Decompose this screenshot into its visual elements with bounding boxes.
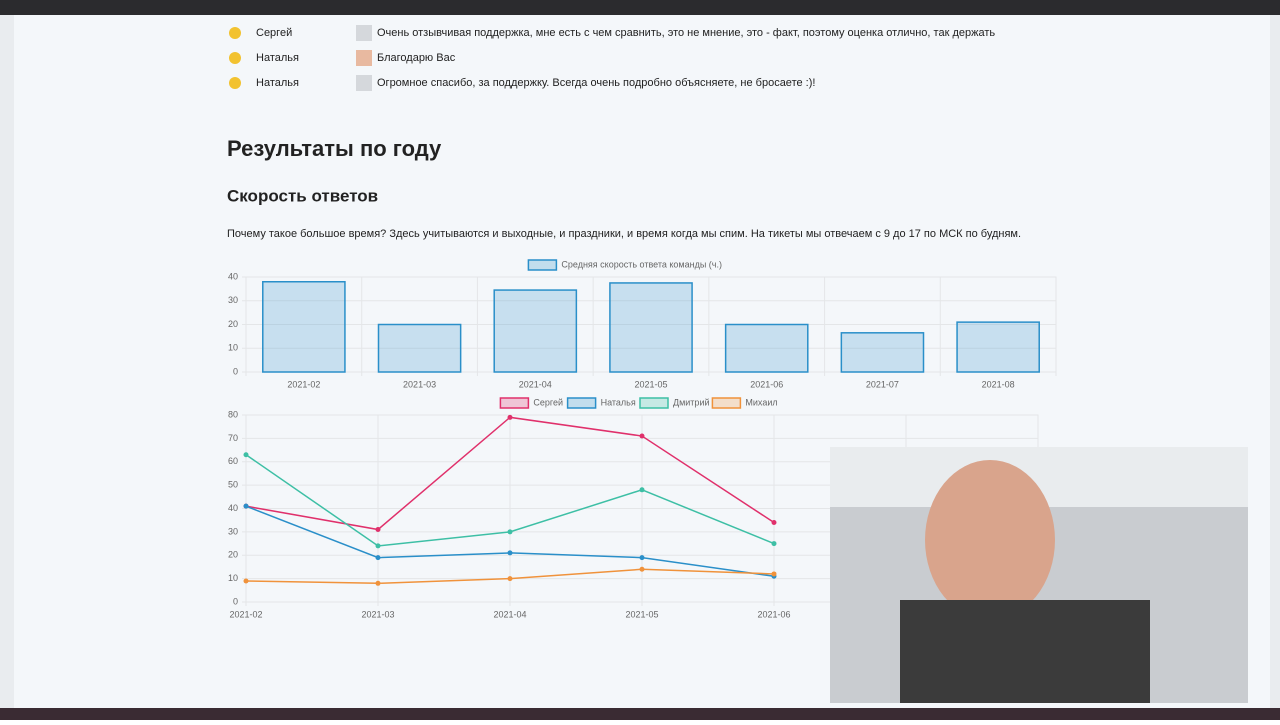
webcam-shirt bbox=[900, 600, 1150, 703]
bar bbox=[840, 332, 925, 373]
subheading: Скорость ответов bbox=[227, 186, 378, 205]
legend-swatch bbox=[566, 397, 597, 409]
point bbox=[639, 566, 645, 572]
x-tick-label: 2021-07 bbox=[866, 379, 899, 389]
feedback-list: Сергей Очень отзывчивая поддержка, мне е… bbox=[229, 25, 995, 91]
x-tick-label: 2021-02 bbox=[229, 609, 262, 619]
y-tick-label: 0 bbox=[233, 596, 238, 606]
x-tick-label: 2021-04 bbox=[519, 379, 552, 389]
point bbox=[639, 487, 645, 493]
avatar bbox=[356, 25, 372, 41]
feedback-comment: Огромное спасибо, за поддержку. Всегда о… bbox=[377, 77, 815, 89]
bar bbox=[724, 323, 809, 373]
y-tick-label: 40 bbox=[228, 271, 238, 281]
point bbox=[243, 452, 249, 458]
bar bbox=[262, 281, 346, 373]
y-tick-label: 50 bbox=[228, 480, 238, 490]
feedback-name: Сергей bbox=[256, 27, 292, 39]
point bbox=[375, 527, 381, 533]
legend-swatch bbox=[639, 397, 669, 409]
point bbox=[639, 433, 645, 439]
bar bbox=[956, 321, 1040, 373]
x-tick-label: 2021-03 bbox=[361, 609, 394, 619]
y-tick-label: 20 bbox=[228, 319, 238, 329]
browser-toolbar bbox=[0, 0, 1280, 15]
avatar bbox=[356, 75, 372, 91]
point bbox=[243, 578, 249, 584]
emoji bbox=[229, 27, 241, 39]
emoji bbox=[229, 52, 241, 64]
x-tick-label: 2021-08 bbox=[982, 379, 1015, 389]
y-tick-label: 0 bbox=[233, 366, 238, 376]
legend-label: Наталья bbox=[601, 397, 636, 407]
y-tick-label: 40 bbox=[228, 503, 238, 513]
point bbox=[243, 503, 249, 509]
feedback-name: Наталья bbox=[256, 52, 299, 64]
point bbox=[507, 529, 513, 535]
y-tick-label: 80 bbox=[228, 409, 238, 419]
legend-label: Сергей bbox=[533, 397, 563, 407]
avatar bbox=[356, 50, 372, 66]
y-tick-label: 10 bbox=[228, 343, 238, 353]
x-tick-label: 2021-03 bbox=[403, 379, 436, 389]
point bbox=[507, 414, 513, 420]
heading: Результаты по году bbox=[227, 136, 442, 161]
point bbox=[375, 580, 381, 586]
point bbox=[771, 520, 777, 526]
paragraph: Почему такое большое время? Здесь учитыв… bbox=[227, 228, 1021, 240]
point bbox=[507, 576, 513, 582]
bar bbox=[609, 282, 693, 373]
point bbox=[375, 555, 381, 561]
webcam-overlay bbox=[830, 447, 1248, 703]
point bbox=[771, 571, 777, 577]
point bbox=[507, 550, 513, 556]
y-tick-label: 60 bbox=[228, 456, 238, 466]
webcam-person bbox=[925, 460, 1055, 620]
legend-swatch bbox=[527, 259, 558, 271]
y-tick-label: 10 bbox=[228, 573, 238, 583]
left-margin bbox=[0, 0, 14, 720]
feedback-comment: Очень отзывчивая поддержка, мне есть с ч… bbox=[377, 27, 995, 39]
point bbox=[771, 541, 777, 547]
right-margin bbox=[1270, 0, 1280, 720]
bar bbox=[493, 289, 578, 373]
y-tick-label: 20 bbox=[228, 550, 238, 560]
x-tick-label: 2021-04 bbox=[493, 609, 526, 619]
feedback-name: Наталья bbox=[256, 77, 299, 89]
dock bbox=[0, 708, 1280, 720]
legend-label: Михаил bbox=[745, 397, 777, 407]
legend-label: Дмитрий bbox=[673, 397, 710, 407]
feedback-comment: Благодарю Вас bbox=[377, 52, 456, 64]
point bbox=[375, 543, 381, 549]
y-tick-label: 30 bbox=[228, 526, 238, 536]
emoji bbox=[229, 77, 241, 89]
x-tick-label: 2021-05 bbox=[625, 609, 658, 619]
bar bbox=[377, 323, 462, 373]
x-tick-label: 2021-02 bbox=[287, 379, 320, 389]
x-tick-label: 2021-05 bbox=[634, 379, 667, 389]
y-tick-label: 70 bbox=[228, 433, 238, 443]
point bbox=[639, 555, 645, 561]
x-tick-label: 2021-06 bbox=[757, 609, 790, 619]
legend-label: Средняя скорость ответа команды (ч.) bbox=[561, 259, 722, 269]
legend-swatch bbox=[711, 397, 742, 409]
y-tick-label: 30 bbox=[228, 295, 238, 305]
legend-swatch bbox=[499, 397, 530, 409]
x-tick-label: 2021-06 bbox=[750, 379, 783, 389]
